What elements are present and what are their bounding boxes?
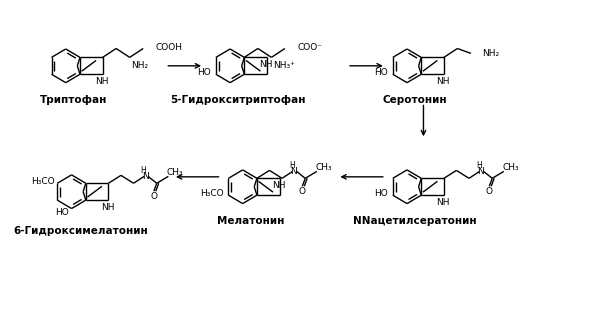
Text: HO: HO <box>198 68 211 77</box>
Text: NH: NH <box>272 181 286 190</box>
Text: NNацетилсератонин: NNацетилсератонин <box>353 217 477 226</box>
Text: NH: NH <box>436 77 450 86</box>
Text: HO: HO <box>374 68 388 77</box>
Text: H: H <box>476 161 481 170</box>
Text: HO: HO <box>55 208 68 217</box>
Text: NH₂: NH₂ <box>131 61 149 70</box>
Text: H: H <box>289 161 295 170</box>
Text: N: N <box>477 167 484 176</box>
Text: N: N <box>290 167 297 176</box>
Text: NH₂: NH₂ <box>483 49 500 58</box>
Text: Мелатонин: Мелатонин <box>217 217 284 226</box>
Text: NH₃⁺: NH₃⁺ <box>273 61 295 70</box>
Text: NH: NH <box>95 77 108 86</box>
Text: O: O <box>151 192 157 201</box>
Text: H₃CO: H₃CO <box>200 189 224 198</box>
Text: H₃CO: H₃CO <box>31 177 54 186</box>
Text: O: O <box>299 187 306 196</box>
Text: COOH: COOH <box>156 43 183 52</box>
Text: CH₃: CH₃ <box>167 168 183 177</box>
Text: H: H <box>140 166 146 175</box>
Text: O: O <box>486 187 493 196</box>
Text: CH₃: CH₃ <box>315 163 332 172</box>
Text: NH: NH <box>436 197 450 207</box>
Text: HO: HO <box>374 189 388 198</box>
Text: NH: NH <box>101 203 114 211</box>
Text: CH₃: CH₃ <box>502 163 519 172</box>
Text: 5-Гидрокситриптофан: 5-Гидрокситриптофан <box>170 94 306 105</box>
Text: NH: NH <box>259 60 273 69</box>
Text: COO⁻: COO⁻ <box>298 43 322 52</box>
Text: 6-Гидроксимелатонин: 6-Гидроксимелатонин <box>14 226 149 236</box>
Text: N: N <box>142 172 149 181</box>
Text: Триптофан: Триптофан <box>40 94 107 105</box>
Text: Серотонин: Серотонин <box>383 94 447 105</box>
